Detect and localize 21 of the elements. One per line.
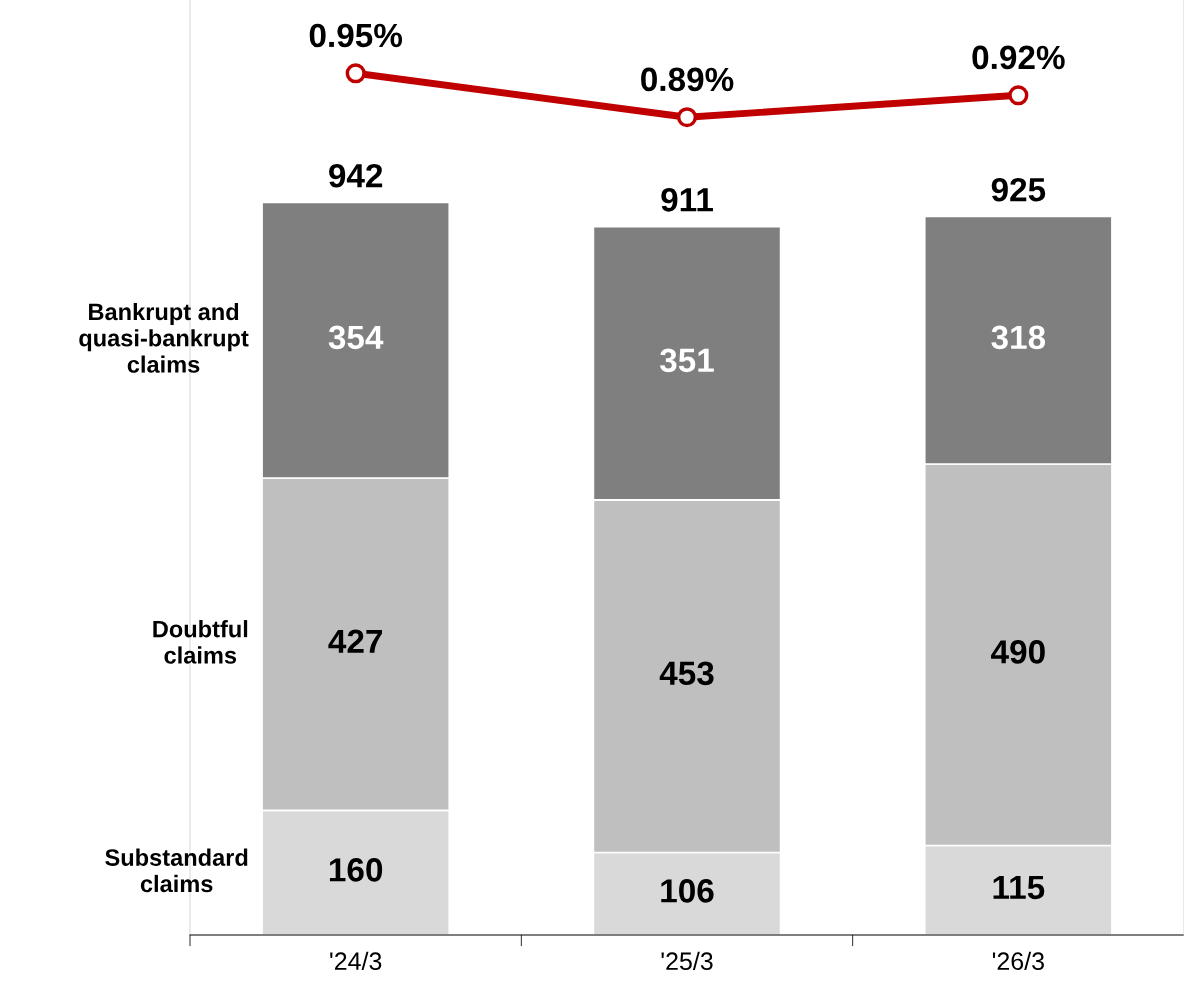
data-label: 0.95% — [309, 23, 403, 48]
x-tick-label: '26/3 — [992, 951, 1044, 971]
data-label: 351 — [659, 348, 714, 373]
data-label: 453 — [659, 661, 714, 686]
data-label: 318 — [991, 325, 1046, 350]
x-tick-label: '24/3 — [330, 951, 382, 971]
data-label: 490 — [991, 640, 1045, 664]
x-tick-label: '25/3 — [661, 951, 713, 971]
data-label: 354 — [328, 325, 384, 350]
total-label: 925 — [991, 177, 1046, 202]
data-label: 160 — [329, 858, 383, 882]
data-label: 106 — [661, 879, 714, 903]
series-label: Doubtful claims — [153, 620, 248, 664]
data-label: 0.89% — [641, 67, 734, 92]
series-label: Bankrupt and quasi-bankrupt claims — [79, 302, 249, 373]
data-label: 115 — [993, 875, 1045, 900]
total-label: 942 — [329, 163, 383, 188]
series-label: Substandard claims — [105, 848, 248, 893]
total-label: 911 — [661, 188, 713, 212]
data-label: 427 — [328, 629, 383, 653]
data-label: 0.92% — [972, 45, 1065, 70]
